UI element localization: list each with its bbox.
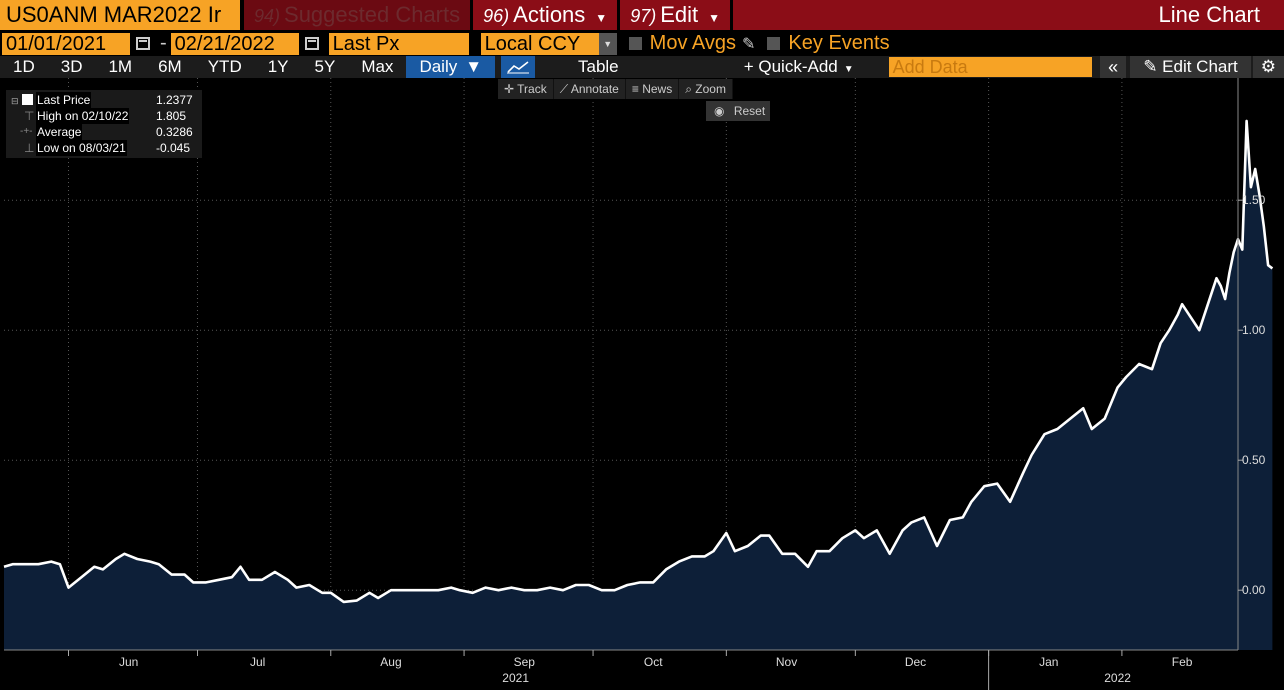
quick-add-button[interactable]: + Quick-Add ▼ [731,56,867,78]
legend-last-price-value: 1.2377 [156,93,193,107]
mov-avgs-label: Mov Avgs [649,32,737,54]
x-year-label: 2021 [502,671,529,685]
chart-legend: ⊟ Last Price 1.2377 ⊤ High on 02/10/22 1… [6,90,202,158]
series-swatch [22,94,33,105]
start-date-input[interactable]: 01/01/2021 [2,32,130,55]
legend-low-label: Low on 08/03/21 [36,140,127,156]
x-month-label: Aug [380,655,401,669]
y-tick-label: 1.50 [1242,193,1266,207]
edit-menu[interactable]: 97) Edit ▼ [620,0,734,30]
legend-average-value: 0.3286 [156,125,193,139]
x-month-label: Oct [644,655,663,669]
track-tool[interactable]: ✛ Track [498,79,554,99]
chevron-down-icon: ▼ [595,11,608,25]
y-tick-label: 0.00 [1242,583,1266,597]
annotate-icon: ⟋ [559,82,571,96]
period-3d-button[interactable]: 3D [60,57,83,76]
end-date-input[interactable]: 02/21/2022 [170,32,299,55]
chevron-down-icon: ▼ [708,11,721,25]
period-max-button[interactable]: Max [361,57,394,76]
crosshair-icon: ✛ [504,82,518,96]
x-month-label: Sep [514,655,536,669]
key-events-label: Key Events [788,32,890,54]
ticker-field[interactable]: US0ANM MAR2022 Ir [0,0,244,30]
y-tick-label: 1.00 [1242,323,1266,337]
line-chart: 0.00 0.50 1.00 1.50 Jun Jul Aug Sep Oct Nov Dec Ja… [3,78,1274,690]
pencil-icon: ✎ [1143,57,1163,76]
high-marker-icon: ⊤ [24,109,35,123]
period-1y-button[interactable]: 1Y [267,57,289,76]
x-month-label: Feb [1172,655,1193,669]
x-month-label: Jan [1039,655,1058,669]
gear-icon[interactable]: ⚙ [1252,56,1284,78]
magnifier-icon: ⌕ [685,82,696,96]
actions-menu[interactable]: 96) Actions ▼ [473,0,621,30]
key-events-checkbox[interactable] [767,37,781,50]
annotate-tool[interactable]: ⟋ Annotate [554,79,626,99]
pencil-icon[interactable]: ✎ [742,35,756,53]
legend-high-value: 1.805 [156,109,187,123]
price-line [3,119,1274,604]
x-month-label: Jul [250,655,265,669]
currency-select[interactable]: Local CCY [480,32,599,55]
add-data-input[interactable]: Add Data [888,57,1093,77]
period-ytd-button[interactable]: YTD [207,57,242,76]
frequency-label: Daily [419,57,458,76]
date-controls: 01/01/2021 - 02/21/2022 Last Px Local CC… [0,31,1284,56]
low-marker-icon: ⊥ [24,141,35,155]
line-chart-icon[interactable] [501,56,535,78]
edit-label: Edit [660,2,699,27]
edit-chart-button[interactable]: ✎ Edit Chart [1130,56,1251,78]
caret-down-icon: ▼ [465,57,483,76]
frequency-select[interactable]: Daily ▼ [406,56,496,78]
period-5y-button[interactable]: 5Y [314,57,336,76]
chart-type-title: Line Chart [1158,2,1260,27]
suggested-label: Suggested Charts [284,2,461,27]
date-separator: - [160,32,167,54]
period-1d-button[interactable]: 1D [13,57,35,76]
collapse-icon[interactable]: ⊟ [11,96,19,106]
x-month-label: Jun [119,655,138,669]
zoom-label: Zoom [695,82,726,96]
annotate-label: Annotate [570,82,619,96]
news-label: News [642,82,673,96]
chart-tools: ✛ Track ⟋ Annotate ≡ News ⌕ Zoom [498,79,733,99]
legend-high-label: High on 02/10/22 [36,108,130,124]
chevron-down-icon[interactable]: ▼ [598,32,617,55]
title-bar: US0ANM MAR2022 Ir 94) Suggested Charts 96… [0,0,1284,30]
news-icon: ≡ [631,82,643,96]
edit-chart-label: Edit Chart [1162,57,1238,76]
actions-num: 96) [483,6,510,26]
legend-last-price-label: Last Price [36,92,92,108]
y-tick-label: 0.50 [1242,453,1266,467]
x-month-label: Dec [905,655,926,669]
period-1m-button[interactable]: 1M [108,57,133,76]
collapse-icon[interactable]: « [1100,56,1127,78]
calendar-icon[interactable] [304,37,319,50]
field-select[interactable]: Last Px [328,32,469,55]
mov-avgs-checkbox[interactable] [628,37,642,50]
chevron-down-icon: ▼ [843,64,854,75]
x-month-label: Nov [776,655,797,669]
reset-label: Reset [733,104,766,118]
track-label: Track [517,82,547,96]
reset-icon: ◉ [714,104,725,118]
suggested-num: 94) [254,6,281,26]
edit-num: 97) [630,6,657,26]
reset-button[interactable]: ◉ Reset [706,101,770,121]
news-tool[interactable]: ≡ News [626,79,680,99]
period-6m-button[interactable]: 6M [158,57,182,76]
legend-average-label: Average [36,124,83,140]
zoom-tool[interactable]: ⌕ Zoom [679,79,733,99]
average-marker-icon: -+- [20,126,33,137]
suggested-charts-button[interactable]: 94) Suggested Charts [244,0,474,30]
legend-low-value: -0.045 [156,141,191,155]
x-year-label: 2022 [1104,671,1131,685]
table-button[interactable]: Table [577,57,619,76]
price-area [4,120,1273,650]
period-toolbar: 1D 3D 1M 6M YTD 1Y 5Y Max Daily ▼ Table +… [0,56,1284,78]
quick-add-label: + Quick-Add [743,57,838,76]
calendar-icon[interactable] [136,37,150,50]
actions-label: Actions [513,2,586,27]
